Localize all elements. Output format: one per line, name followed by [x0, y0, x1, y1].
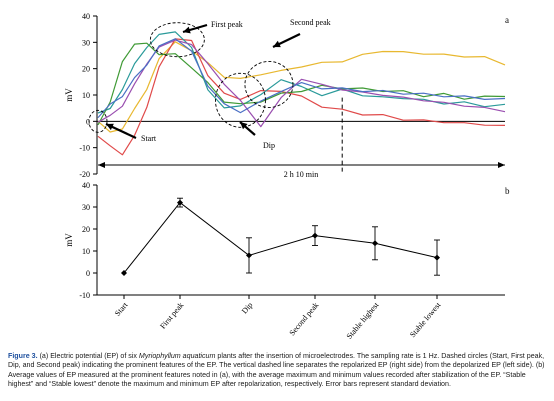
- y-tick-label-b: 20: [82, 225, 90, 234]
- y-tick-label-a: 10: [82, 91, 90, 100]
- first-peak-label: First peak: [211, 20, 243, 29]
- y-axis-label-b: mV: [64, 233, 74, 247]
- panel-label-b: b: [505, 186, 510, 196]
- y-tick-label-b: -10: [79, 291, 90, 300]
- second-peak-arrow-head: [273, 40, 281, 48]
- data-point: [177, 199, 183, 206]
- ep-series-line: [97, 38, 506, 156]
- start-label: Start: [141, 134, 157, 143]
- y-tick-label-a: 40: [82, 12, 90, 21]
- caption-label: Figure 3.: [8, 352, 38, 360]
- y-axis-label-a: mV: [64, 88, 74, 102]
- x-axis-label-a: 2 h 10 min: [284, 170, 318, 179]
- x-tick-label-b: Stable lowest: [408, 300, 443, 339]
- ep-series-line: [97, 39, 506, 128]
- first-peak-arrow-head: [183, 26, 191, 34]
- y-tick-label-a: 0: [86, 117, 90, 126]
- y-tick-label-b: 10: [82, 247, 90, 256]
- data-point: [434, 254, 440, 261]
- caption-text-before: (a) Electric potential (EP) of six: [39, 352, 137, 360]
- caption-species: Myriophyllum aquaticum: [138, 352, 216, 360]
- ep-series-line: [97, 38, 506, 119]
- y-tick-label-b: 40: [82, 182, 90, 190]
- figure-caption: Figure 3. (a) Electric potential (EP) of…: [8, 352, 546, 389]
- duration-arrow-right: [498, 162, 505, 168]
- y-tick-label-a: 30: [82, 38, 90, 47]
- second-peak-label: Second peak: [290, 18, 331, 27]
- data-point: [121, 270, 127, 276]
- dip-label: Dip: [263, 141, 275, 150]
- y-tick-label-b: 30: [82, 203, 90, 212]
- caption-text-after: plants after the insertion of microelect…: [8, 352, 545, 388]
- ep-series-line: [97, 42, 506, 126]
- second-peak-circle: [244, 61, 294, 108]
- data-point: [246, 252, 252, 259]
- x-tick-label-b: Start: [113, 300, 130, 318]
- mean-ep-line: [123, 201, 438, 274]
- y-tick-label-a: 20: [82, 65, 90, 74]
- first-peak-circle: [149, 22, 205, 58]
- dip-circle: [214, 72, 266, 128]
- chart-a: 40 30 20 10 0 -10 -20 mV a First peak Second peak S…: [64, 12, 509, 179]
- x-tick-label-b: Stable highest: [345, 300, 381, 341]
- start-circle: [88, 109, 108, 133]
- x-tick-label-b: Dip: [240, 301, 255, 316]
- start-arrow-head: [106, 123, 114, 131]
- y-tick-label-a: -20: [79, 170, 90, 179]
- chart-b: 40 30 20 10 0 -10 mV b Start First peak Dip Second …: [64, 182, 510, 341]
- duration-arrow-left: [98, 162, 105, 168]
- ep-series-line: [97, 41, 506, 133]
- data-point: [312, 232, 318, 239]
- y-tick-label-b: 0: [86, 269, 90, 278]
- x-tick-label-b: Second peak: [288, 301, 321, 338]
- x-tick-label-b: First peak: [158, 301, 185, 331]
- panel-label-a: a: [505, 15, 509, 25]
- data-point: [372, 240, 378, 247]
- ep-series-line: [97, 31, 506, 114]
- dip-arrow-head: [240, 122, 248, 130]
- y-tick-label-a: -10: [79, 144, 90, 153]
